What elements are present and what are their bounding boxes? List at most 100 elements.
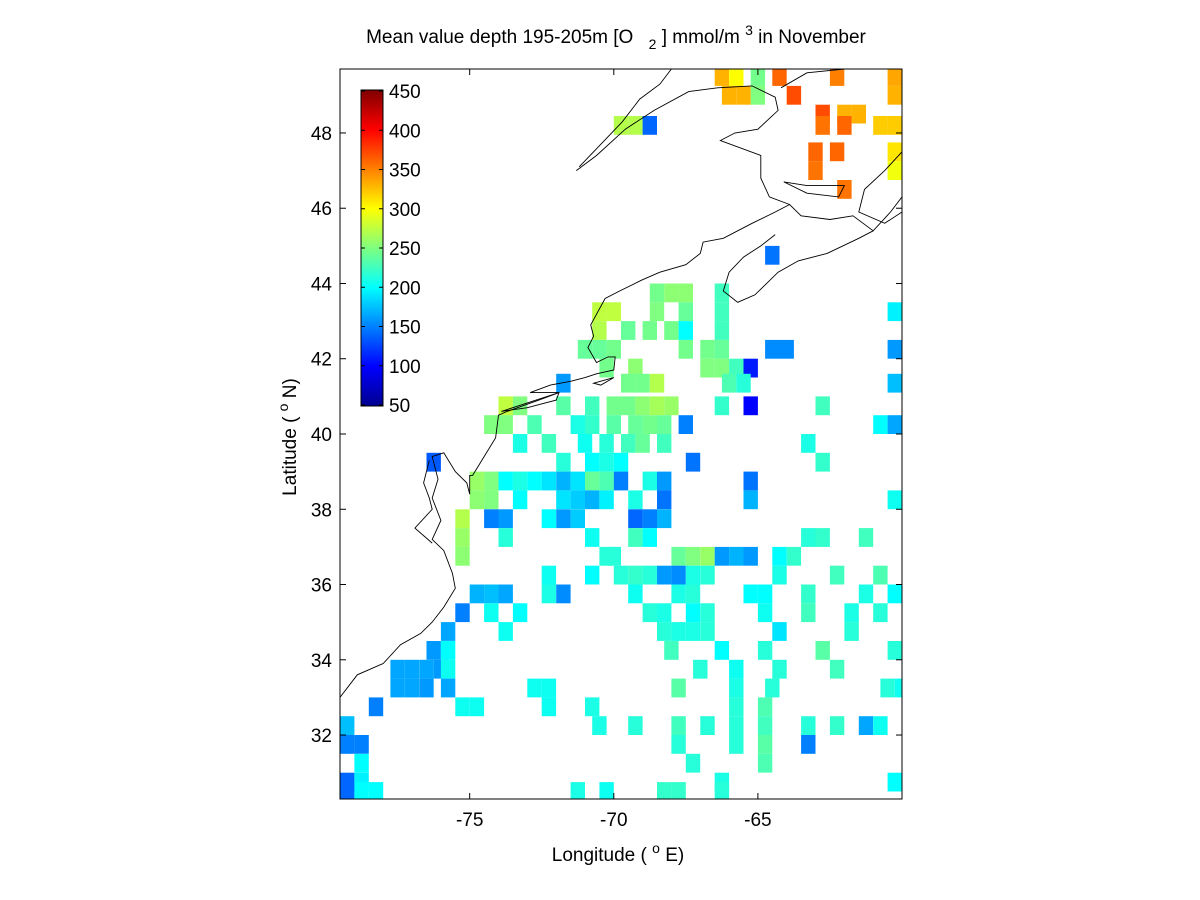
- data-cell: [585, 452, 600, 472]
- data-cell: [801, 716, 816, 735]
- colorbar-tick-label: 300: [389, 200, 421, 221]
- data-cell: [685, 546, 701, 566]
- data-cell: [887, 161, 902, 180]
- data-cell: [779, 339, 794, 359]
- data-cell: [585, 528, 600, 547]
- data-cell: [729, 659, 744, 679]
- data-cell: [592, 339, 607, 359]
- data-cell: [606, 396, 621, 416]
- data-cell: [455, 509, 470, 529]
- data-cell: [743, 584, 758, 604]
- data-cell: [599, 358, 614, 378]
- data-cell: [700, 603, 715, 623]
- data-cell: [527, 471, 542, 491]
- data-cell: [721, 373, 737, 393]
- data-cell: [585, 697, 600, 717]
- data-cell: [700, 358, 715, 378]
- data-cell: [404, 659, 420, 679]
- data-cell: [743, 546, 758, 566]
- data-cell: [786, 546, 802, 566]
- title-superscript: 3: [745, 22, 753, 38]
- data-cell: [484, 584, 499, 604]
- data-cell: [649, 283, 665, 303]
- data-cell: [736, 85, 751, 105]
- data-cell: [700, 546, 715, 566]
- data-cell: [678, 415, 693, 434]
- data-cell: [729, 697, 744, 717]
- data-cells: [340, 69, 902, 799]
- coastline-segment: [414, 460, 433, 544]
- data-cell: [671, 546, 686, 566]
- data-cell: [419, 659, 434, 679]
- data-cell: [873, 116, 888, 135]
- data-cell: [657, 471, 672, 491]
- data-cell: [649, 302, 665, 322]
- data-cell: [440, 659, 456, 679]
- data-cell: [873, 603, 888, 623]
- data-cell: [404, 678, 420, 698]
- data-cell: [678, 321, 693, 340]
- data-cell: [657, 565, 672, 585]
- data-cell: [729, 716, 744, 735]
- data-cell: [700, 622, 715, 641]
- data-cell: [498, 471, 513, 491]
- ylabel-pre: Latitude (: [280, 411, 301, 496]
- data-cell: [685, 753, 701, 773]
- colorbar-tick-label: 400: [389, 121, 421, 142]
- data-cell: [426, 641, 441, 660]
- data-cell: [469, 697, 485, 717]
- data-cell: [390, 659, 405, 679]
- data-cell: [635, 396, 650, 416]
- data-cell: [628, 509, 643, 529]
- data-cell: [642, 565, 657, 585]
- data-cell: [664, 641, 679, 660]
- data-cell: [801, 603, 816, 623]
- data-cell: [664, 396, 679, 416]
- data-cell: [541, 509, 557, 529]
- title-after-sub: ] mmol/m: [662, 27, 740, 48]
- data-cell: [837, 116, 852, 135]
- x-tick-label: -65: [744, 810, 771, 831]
- coastline-segment: [576, 85, 790, 205]
- data-cell: [419, 678, 434, 698]
- x-tick-label: -75: [456, 810, 483, 831]
- data-cell: [671, 565, 686, 585]
- data-cell: [685, 584, 701, 604]
- data-cell: [786, 85, 802, 105]
- data-cell: [585, 471, 600, 491]
- data-cell: [887, 85, 902, 105]
- data-cell: [851, 104, 866, 124]
- data-cell: [613, 452, 629, 472]
- data-cell: [757, 735, 773, 754]
- y-tick-label: 36: [311, 576, 332, 597]
- data-cell: [873, 415, 888, 434]
- data-cell: [599, 782, 614, 799]
- y-tick-label: 40: [311, 425, 332, 446]
- data-cell: [671, 622, 686, 641]
- data-cell: [729, 358, 744, 378]
- data-cell: [606, 302, 621, 322]
- data-cell: [577, 339, 593, 359]
- data-cell: [815, 641, 830, 660]
- data-cell: [829, 659, 845, 679]
- data-cell: [693, 659, 708, 679]
- data-cell: [894, 678, 902, 698]
- data-cell: [815, 396, 830, 416]
- data-cell: [585, 396, 600, 416]
- data-cell: [714, 546, 730, 566]
- data-cell: [664, 283, 679, 303]
- data-cell: [649, 373, 665, 393]
- data-cell: [714, 358, 730, 378]
- data-cell: [592, 716, 607, 735]
- data-cell: [671, 678, 686, 698]
- data-cell: [657, 490, 672, 510]
- data-cell: [570, 490, 585, 510]
- coastline-segment: [780, 69, 845, 89]
- data-cell: [714, 69, 730, 86]
- title-subscript: 2: [649, 36, 657, 52]
- y-axis-ticks: 32 34 36 38 40 42 44 46 48: [311, 124, 902, 747]
- data-cell: [628, 565, 643, 585]
- data-cell: [570, 415, 585, 434]
- data-cell: [887, 584, 902, 604]
- data-cell: [484, 603, 499, 623]
